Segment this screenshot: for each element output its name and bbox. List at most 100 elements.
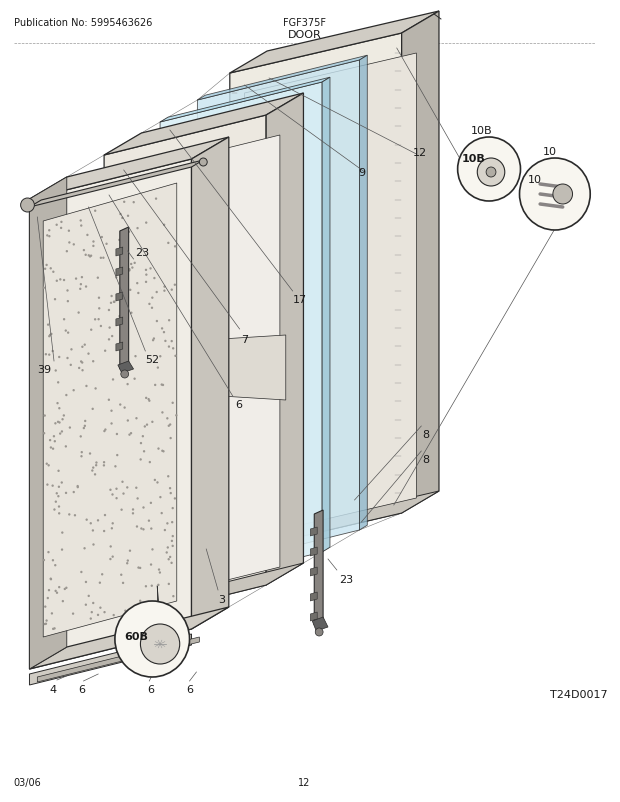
Text: 12: 12 <box>412 148 427 158</box>
Circle shape <box>80 225 82 228</box>
Circle shape <box>61 532 63 534</box>
Circle shape <box>125 346 127 349</box>
Text: eReplacementParts.com: eReplacementParts.com <box>228 423 381 436</box>
Circle shape <box>80 571 82 573</box>
Circle shape <box>170 341 173 343</box>
Circle shape <box>124 255 126 257</box>
Circle shape <box>150 528 153 530</box>
Circle shape <box>151 585 153 587</box>
Circle shape <box>161 328 163 330</box>
Circle shape <box>53 508 56 511</box>
Circle shape <box>73 244 75 246</box>
Circle shape <box>130 432 132 435</box>
Circle shape <box>157 448 160 450</box>
Circle shape <box>163 331 165 334</box>
Circle shape <box>52 271 55 273</box>
Polygon shape <box>311 547 317 557</box>
Circle shape <box>97 277 99 280</box>
Circle shape <box>142 529 144 531</box>
Circle shape <box>149 268 152 270</box>
Circle shape <box>43 287 45 290</box>
Circle shape <box>89 256 91 258</box>
Circle shape <box>48 229 50 232</box>
Circle shape <box>148 399 150 401</box>
Circle shape <box>100 257 102 260</box>
Circle shape <box>84 344 86 346</box>
Circle shape <box>101 573 104 576</box>
Circle shape <box>45 623 47 626</box>
Polygon shape <box>116 318 123 326</box>
Circle shape <box>67 332 69 334</box>
Circle shape <box>89 522 92 525</box>
Circle shape <box>68 513 71 516</box>
Text: DOOR: DOOR <box>288 30 321 40</box>
Circle shape <box>118 239 120 241</box>
Circle shape <box>46 235 48 237</box>
Text: 10B: 10B <box>461 154 485 164</box>
Circle shape <box>172 348 174 350</box>
Circle shape <box>45 354 47 356</box>
Circle shape <box>63 415 65 417</box>
Circle shape <box>90 329 92 331</box>
Circle shape <box>172 595 174 597</box>
Circle shape <box>143 451 145 453</box>
Circle shape <box>115 497 118 500</box>
Circle shape <box>151 549 154 551</box>
Circle shape <box>98 298 100 300</box>
Circle shape <box>100 237 103 239</box>
Circle shape <box>120 573 122 576</box>
Circle shape <box>126 560 129 562</box>
Polygon shape <box>118 136 280 607</box>
Polygon shape <box>30 138 229 200</box>
Circle shape <box>104 429 107 431</box>
Circle shape <box>65 587 68 589</box>
Circle shape <box>171 521 174 524</box>
Circle shape <box>43 432 45 435</box>
Circle shape <box>156 321 158 323</box>
Polygon shape <box>116 293 123 302</box>
Circle shape <box>110 295 113 298</box>
Polygon shape <box>160 83 322 592</box>
Circle shape <box>141 624 180 664</box>
Polygon shape <box>192 138 229 630</box>
Circle shape <box>68 230 70 233</box>
Circle shape <box>64 446 67 448</box>
Circle shape <box>59 279 61 282</box>
Text: Publication No: 5995463626: Publication No: 5995463626 <box>14 18 152 28</box>
Circle shape <box>151 297 154 299</box>
Circle shape <box>53 627 56 630</box>
Circle shape <box>97 520 99 522</box>
Circle shape <box>142 435 144 438</box>
Polygon shape <box>37 638 200 683</box>
Circle shape <box>99 607 102 610</box>
Circle shape <box>54 565 56 567</box>
Circle shape <box>140 459 142 461</box>
Circle shape <box>48 354 50 356</box>
Circle shape <box>95 462 97 464</box>
Circle shape <box>44 268 46 270</box>
Circle shape <box>61 600 64 602</box>
Circle shape <box>161 512 163 515</box>
Circle shape <box>151 307 153 310</box>
Circle shape <box>123 269 125 271</box>
Circle shape <box>92 361 94 363</box>
Circle shape <box>61 419 64 421</box>
Circle shape <box>163 290 166 293</box>
Circle shape <box>112 379 114 381</box>
Circle shape <box>145 269 147 272</box>
Circle shape <box>167 558 170 561</box>
Circle shape <box>167 583 170 585</box>
Circle shape <box>109 558 112 561</box>
Circle shape <box>72 613 74 615</box>
Circle shape <box>172 508 174 510</box>
Circle shape <box>161 450 164 452</box>
Circle shape <box>83 548 86 550</box>
Circle shape <box>59 433 61 435</box>
Polygon shape <box>360 56 367 530</box>
Circle shape <box>56 403 59 405</box>
Text: 23: 23 <box>339 574 353 585</box>
Circle shape <box>87 255 90 257</box>
Circle shape <box>110 410 113 412</box>
Circle shape <box>61 549 63 551</box>
Text: 03/06: 03/06 <box>14 777 42 787</box>
